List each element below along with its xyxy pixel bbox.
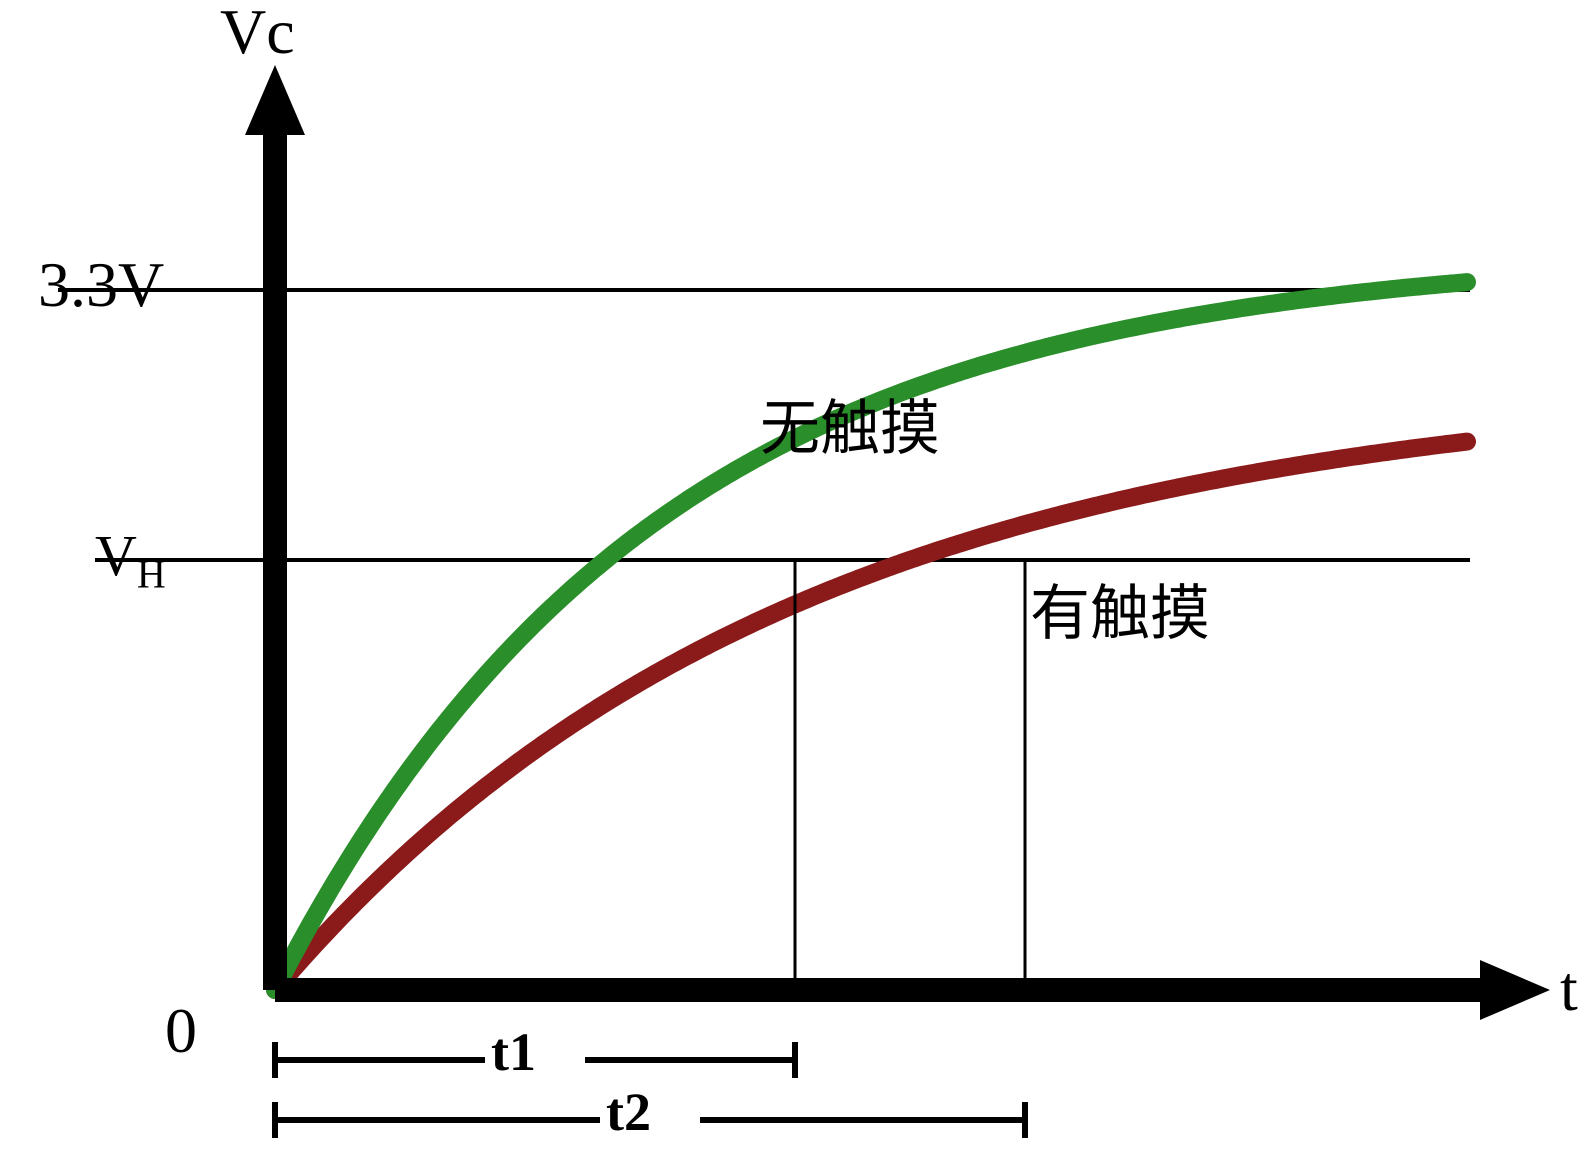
span-label-t1: t1 [491,1021,536,1083]
tick-vh-main: V [95,523,137,588]
curve-label-no-touch: 无触摸 [760,380,940,467]
tick-vh: VH [95,522,166,598]
y-axis-label: Vc [220,0,295,69]
chart-stage: Vc t 0 3.3V VH 无触摸 有触摸 t1 t2 [0,0,1590,1170]
span-label-t2: t2 [606,1081,651,1143]
tick-3p3v: 3.3V [38,248,164,322]
curve-label-touch: 有触摸 [1030,565,1210,652]
x-axis-label: t [1560,952,1578,1026]
origin-label: 0 [165,994,197,1068]
tick-vh-sub: H [137,552,166,597]
chart-svg [0,0,1590,1170]
